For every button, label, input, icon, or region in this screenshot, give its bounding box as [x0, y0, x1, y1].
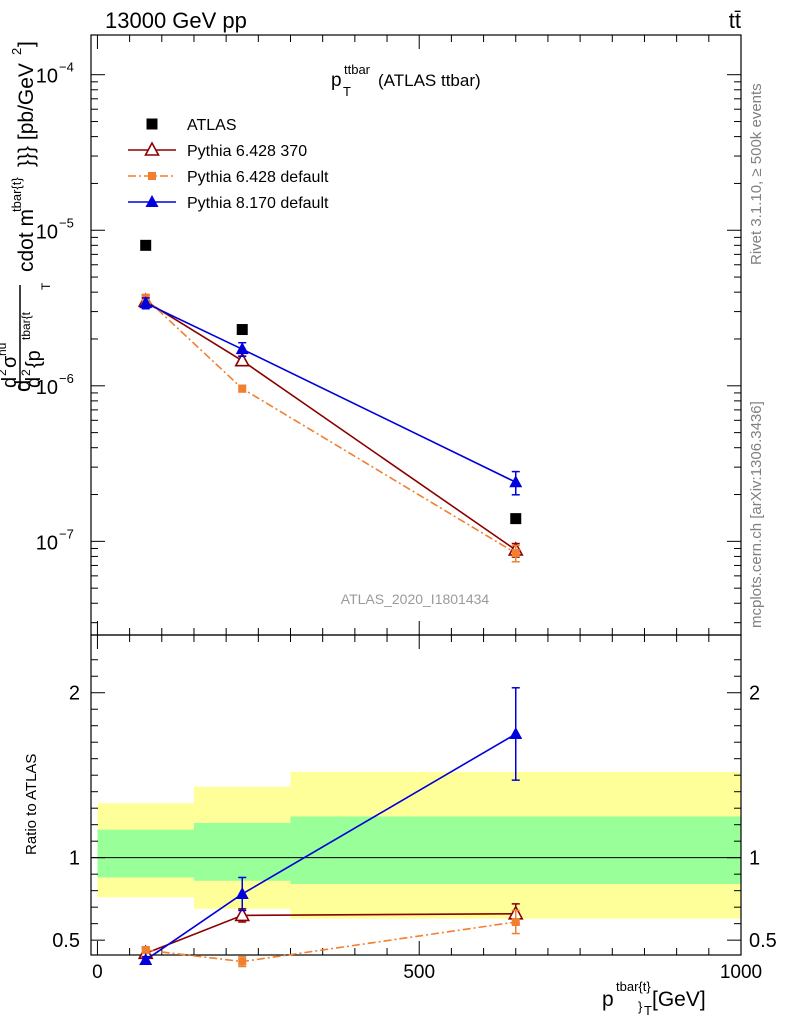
legend: ATLAS Pythia 6.428 370 Pythia 6.428 defaul…: [128, 117, 329, 212]
ratio-tick-label: 0.5: [52, 930, 80, 952]
ratio-frame: [90, 634, 742, 956]
ratio-line-pdef: [145, 921, 516, 963]
legend-marker-p370: [144, 141, 160, 156]
ratio-tick-label-right: 2: [749, 683, 760, 705]
ylabel-bottom-sup2: tbar{t: [19, 311, 33, 340]
legend-label-pdef: Pythia 6.428 default: [187, 169, 329, 186]
xlabel-main: p: [602, 988, 614, 1011]
y-tick-label: 10: [36, 377, 58, 399]
y-tick-label-exp: −4: [59, 60, 74, 75]
main-ylabel-frac: d 2 σ nu d 2 {p tbar{t T: [0, 282, 53, 390]
data-point-pdef: [238, 384, 247, 393]
legend-marker-pdef: [148, 172, 156, 180]
ylabel-main-rest: }}} [pb/GeV: [15, 63, 38, 167]
title-sup: ttbar: [344, 62, 371, 77]
x-tick-label: 0: [92, 962, 103, 983]
xlabel-rest: [GeV]: [652, 988, 706, 1011]
data-point-p370: [234, 352, 251, 367]
data-point-p8: [509, 475, 523, 488]
main-ylabel-rest: cdot m tbar{t} }}} [pb/GeV 2 ]: [9, 41, 38, 272]
y-tick-label-exp: −7: [59, 526, 74, 541]
ratio-point-p8: [509, 726, 523, 739]
ylabel-top-d: d: [0, 377, 21, 388]
ylabel-main: cdot m: [15, 209, 38, 272]
ylabel-top-sigma-sup: nu: [0, 343, 9, 356]
y-tick-label: 10: [36, 66, 58, 88]
ratio-point-pdef: [141, 946, 150, 955]
watermark: ATLAS_2020_I1801434: [341, 591, 490, 607]
ylabel-bottom-sub2: T: [39, 282, 53, 290]
band-green-1: [193, 823, 291, 881]
ratio-point-p370: [234, 906, 251, 922]
ratio-point-pdef: [238, 957, 247, 966]
process-label: tt̄: [729, 8, 741, 33]
chart-title: p ttbar T (ATLAS ttbar): [331, 62, 481, 99]
series-line-pdef: [145, 297, 517, 554]
legend-label-p370: Pythia 6.428 370: [187, 143, 307, 160]
data-point-atlas: [140, 239, 152, 251]
ylabel-top-sigma: σ: [0, 355, 21, 368]
band-green-2: [290, 816, 741, 885]
ratio-point-p8: [235, 886, 249, 899]
xlabel-sub: }: [638, 999, 643, 1014]
mcplots-label: mcplots.cern.ch [arXiv:1306.3436]: [748, 401, 765, 628]
data-point-atlas: [236, 324, 248, 336]
data-point-atlas: [510, 513, 522, 525]
ratio-ylabel: Ratio to ATLAS: [23, 754, 40, 855]
data-point-pdef: [511, 549, 520, 558]
ylabel-main-sup: tbar{t}: [9, 177, 24, 212]
series-line-p370: [145, 300, 517, 551]
x-tick-label: 500: [403, 962, 435, 983]
legend-label-p8: Pythia 8.170 default: [187, 195, 329, 212]
ratio-bands: [91, 771, 741, 919]
ylabel-top-sup: 2: [0, 369, 9, 376]
x-axis-label: p tbar{t} } T [GeV]: [602, 979, 706, 1018]
energy-label: 13000 GeV pp: [105, 8, 247, 33]
legend-marker-p8: [145, 195, 159, 207]
ratio-tick-label: 1: [69, 848, 80, 870]
xlabel-sup: tbar{t}: [616, 979, 651, 994]
y-tick-label-exp: −5: [59, 215, 74, 230]
x-tick-label: 1000: [720, 962, 762, 983]
title-main: p: [331, 70, 342, 91]
rivet-label: Rivet 3.1.10, ≥ 500k events: [748, 83, 765, 265]
ratio-line-p370: [145, 912, 516, 955]
title-rest: (ATLAS ttbar): [378, 71, 481, 90]
ratio-point-pdef: [511, 918, 520, 927]
ylabel-bottom-d: d: [23, 377, 45, 388]
ylabel-bottom-rest: {p: [23, 350, 45, 368]
ratio-tick-label-right: 1: [749, 848, 760, 870]
ylabel-bottom-sup: 2: [19, 369, 33, 376]
ratio-tick-label-right: 0.5: [749, 930, 777, 952]
ylabel-d: d: [10, 380, 35, 392]
y-tick-label-exp: −6: [59, 371, 74, 386]
y-tick-label: 10: [36, 532, 58, 554]
series: [137, 239, 524, 968]
title-sub: T: [343, 84, 351, 99]
main-ylabel: d: [10, 380, 35, 392]
data-point-p8: [139, 296, 153, 309]
band-green-0: [97, 829, 194, 878]
data-point-p8: [235, 342, 249, 355]
legend-marker-atlas: [146, 118, 158, 130]
xlabel-sub2: T: [644, 1003, 652, 1018]
ratio-point-p8: [139, 952, 153, 965]
series-line-p8: [145, 302, 517, 483]
y-tick-label: 10: [36, 221, 58, 243]
legend-label-atlas: ATLAS: [187, 117, 237, 134]
ylabel-main-end: ]: [15, 41, 38, 47]
ratio-tick-label: 2: [69, 683, 80, 705]
ylabel-main-sup2: 2: [9, 48, 24, 55]
